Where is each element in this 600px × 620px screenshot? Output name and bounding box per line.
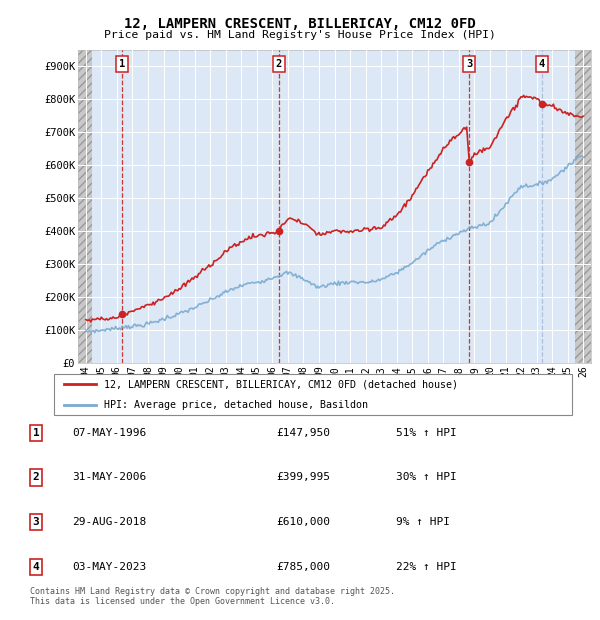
- Text: 2: 2: [32, 472, 40, 482]
- Text: 31-MAY-2006: 31-MAY-2006: [72, 472, 146, 482]
- Text: 2: 2: [275, 59, 282, 69]
- Text: 1: 1: [32, 428, 40, 438]
- Polygon shape: [78, 50, 92, 363]
- Text: Contains HM Land Registry data © Crown copyright and database right 2025.: Contains HM Land Registry data © Crown c…: [30, 587, 395, 596]
- Text: 51% ↑ HPI: 51% ↑ HPI: [396, 428, 457, 438]
- Text: 3: 3: [32, 517, 40, 527]
- Text: 4: 4: [539, 59, 545, 69]
- Text: 07-MAY-1996: 07-MAY-1996: [72, 428, 146, 438]
- Text: £785,000: £785,000: [276, 562, 330, 572]
- Text: 30% ↑ HPI: 30% ↑ HPI: [396, 472, 457, 482]
- Text: 4: 4: [32, 562, 40, 572]
- Polygon shape: [575, 50, 591, 363]
- Text: 22% ↑ HPI: 22% ↑ HPI: [396, 562, 457, 572]
- Text: This data is licensed under the Open Government Licence v3.0.: This data is licensed under the Open Gov…: [30, 597, 335, 606]
- Text: 1: 1: [119, 59, 125, 69]
- Text: 12, LAMPERN CRESCENT, BILLERICAY, CM12 0FD (detached house): 12, LAMPERN CRESCENT, BILLERICAY, CM12 0…: [104, 379, 458, 389]
- Text: £147,950: £147,950: [276, 428, 330, 438]
- Text: 29-AUG-2018: 29-AUG-2018: [72, 517, 146, 527]
- Text: £610,000: £610,000: [276, 517, 330, 527]
- Text: HPI: Average price, detached house, Basildon: HPI: Average price, detached house, Basi…: [104, 401, 367, 410]
- Text: 03-MAY-2023: 03-MAY-2023: [72, 562, 146, 572]
- Text: Price paid vs. HM Land Registry's House Price Index (HPI): Price paid vs. HM Land Registry's House …: [104, 30, 496, 40]
- Text: 3: 3: [466, 59, 472, 69]
- FancyBboxPatch shape: [53, 374, 572, 415]
- Text: £399,995: £399,995: [276, 472, 330, 482]
- Text: 12, LAMPERN CRESCENT, BILLERICAY, CM12 0FD: 12, LAMPERN CRESCENT, BILLERICAY, CM12 0…: [124, 17, 476, 32]
- Text: 9% ↑ HPI: 9% ↑ HPI: [396, 517, 450, 527]
